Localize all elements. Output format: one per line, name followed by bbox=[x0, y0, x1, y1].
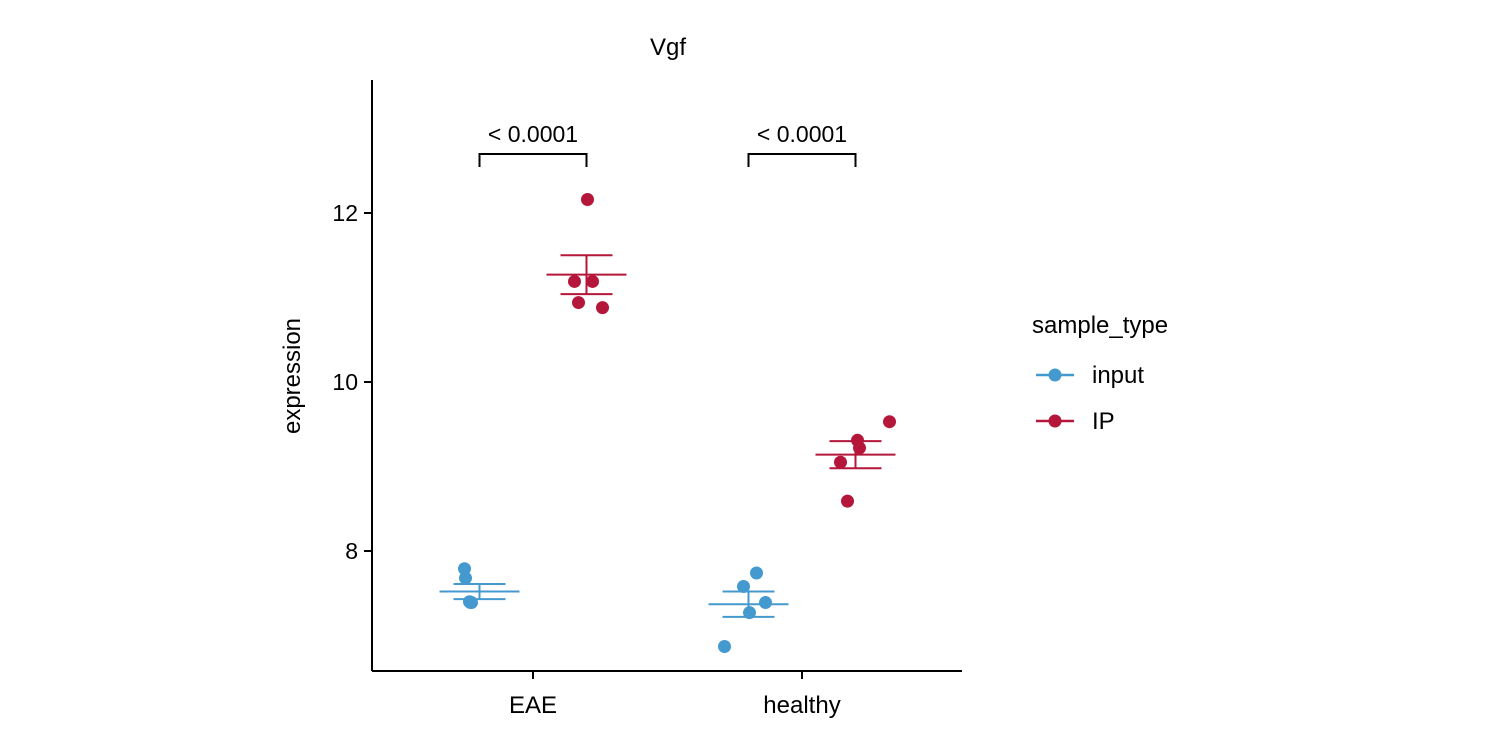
point-input-EAE bbox=[465, 596, 478, 610]
point-IP-EAE bbox=[596, 301, 609, 315]
point-IP-healthy bbox=[853, 441, 866, 455]
y-tick-label: 12 bbox=[332, 200, 358, 226]
legend-title: sample_type bbox=[1032, 312, 1168, 339]
legend-point-IP bbox=[1048, 414, 1062, 428]
point-IP-EAE bbox=[586, 274, 599, 288]
point-IP-healthy bbox=[883, 415, 896, 429]
point-input-EAE bbox=[459, 571, 472, 585]
comparison-bracket bbox=[747, 153, 857, 167]
point-input-healthy bbox=[743, 606, 756, 620]
legend-label-input: input bbox=[1092, 362, 1144, 389]
comparison-label: < 0.0001 bbox=[488, 121, 578, 147]
point-input-healthy bbox=[759, 596, 772, 610]
chart-title: Vgf bbox=[650, 34, 686, 61]
plot-area: 8 10 12 EAE healthy < 0.0001 < 0.0001 bbox=[332, 80, 962, 719]
x-tick-label: healthy bbox=[763, 692, 840, 719]
y-tick-label: 8 bbox=[345, 538, 358, 564]
legend-label-IP: IP bbox=[1092, 408, 1115, 435]
point-IP-EAE bbox=[572, 296, 585, 310]
point-input-healthy bbox=[750, 566, 763, 580]
point-IP-healthy bbox=[834, 455, 847, 469]
point-IP-healthy bbox=[841, 494, 854, 508]
point-input-healthy bbox=[718, 639, 731, 653]
comparison-bracket bbox=[478, 153, 588, 167]
point-IP-EAE bbox=[581, 192, 594, 206]
legend: sample_type input IP bbox=[1032, 312, 1168, 435]
legend-point-input bbox=[1048, 368, 1062, 382]
y-axis-label: expression bbox=[279, 318, 306, 434]
point-input-healthy bbox=[737, 579, 750, 593]
y-tick-label: 10 bbox=[332, 369, 358, 395]
x-tick-label: EAE bbox=[509, 692, 557, 719]
comparison-label: < 0.0001 bbox=[757, 121, 847, 147]
point-IP-EAE bbox=[568, 274, 581, 288]
